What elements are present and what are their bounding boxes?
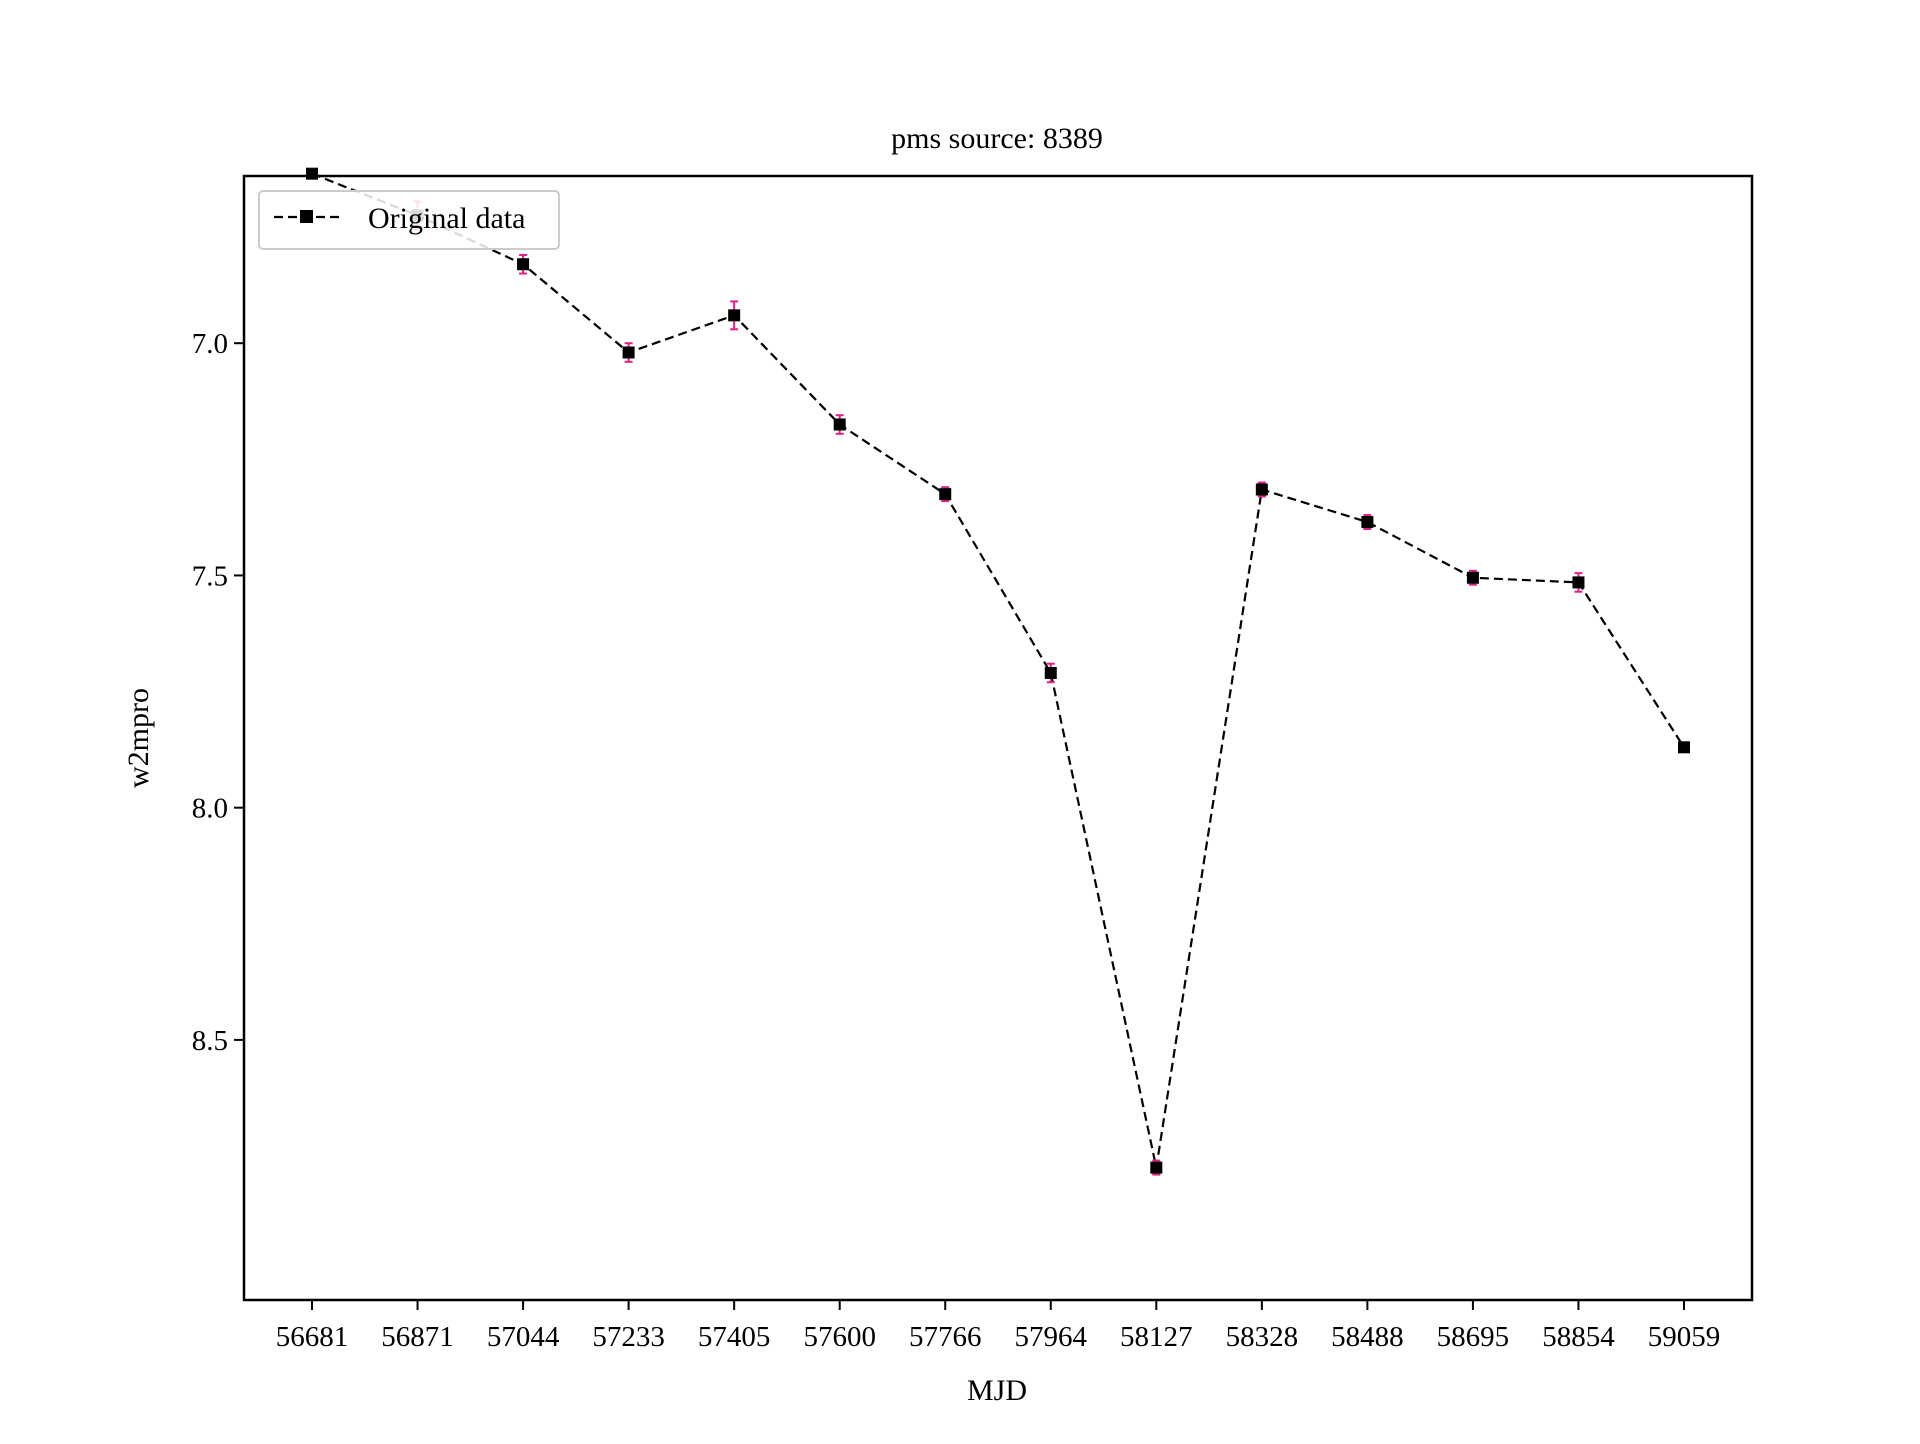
legend-box (258, 190, 560, 250)
data-point (728, 300, 741, 331)
series-layer (306, 167, 1690, 1176)
data-marker (939, 488, 952, 501)
x-tick-label: 56681 (276, 1321, 349, 1353)
y-axis-label: w2mpro (122, 688, 155, 788)
data-marker (306, 167, 318, 180)
data-marker (1150, 1161, 1163, 1174)
data-point (1678, 741, 1690, 754)
x-tick-label: 57233 (592, 1321, 665, 1353)
y-tick-label: 8.0 (192, 793, 228, 825)
chart-title: pms source: 8389 (891, 122, 1103, 155)
plot-area-frame (242, 174, 1754, 1302)
x-tick-label: 58328 (1226, 1321, 1299, 1353)
x-tick-label: 57600 (803, 1321, 876, 1353)
y-axis-ticks: 7.0 7.5 8.0 8.5 (192, 328, 244, 1057)
data-marker (1044, 666, 1057, 679)
x-tick-label: 57405 (698, 1321, 771, 1353)
y-tick-label: 8.5 (192, 1025, 228, 1057)
legend: Original data (258, 190, 560, 250)
data-marker (517, 258, 530, 271)
data-point (939, 486, 952, 503)
y-tick-label: 7.5 (192, 560, 228, 592)
x-tick-label: 57964 (1015, 1321, 1088, 1353)
data-marker (1466, 571, 1479, 584)
data-marker (1572, 576, 1585, 589)
data-point (1466, 569, 1479, 586)
data-point (517, 253, 530, 275)
data-marker (728, 309, 741, 322)
data-point (1572, 572, 1585, 593)
x-tick-label: 58854 (1542, 1321, 1615, 1353)
x-tick-label: 58488 (1331, 1321, 1404, 1353)
data-point (1150, 1159, 1163, 1176)
data-marker (1361, 516, 1374, 529)
data-point (1044, 662, 1057, 684)
data-marker (833, 418, 846, 431)
legend-marker-sample (300, 210, 313, 223)
data-marker (1255, 483, 1268, 496)
data-point (306, 167, 318, 180)
x-tick-label: 57766 (909, 1321, 982, 1353)
data-marker (1678, 741, 1690, 754)
data-point (833, 414, 846, 435)
x-tick-label: 58695 (1437, 1321, 1510, 1353)
x-tick-label: 57044 (487, 1321, 560, 1353)
data-point (622, 342, 635, 363)
x-tick-label: 59059 (1648, 1321, 1721, 1353)
x-axis-label: MJD (967, 1374, 1027, 1407)
legend-entry-label: Original data (368, 202, 525, 235)
data-point (1255, 481, 1268, 498)
x-tick-label: 56871 (381, 1321, 454, 1353)
data-marker (622, 346, 635, 359)
series-line (311, 172, 1685, 1168)
x-tick-label: 58127 (1120, 1321, 1193, 1353)
x-axis-ticks: 56681 56871 57044 57233 57405 57600 57766 57964… (276, 1300, 1721, 1353)
y-tick-label: 7.0 (192, 328, 228, 360)
data-point (1361, 514, 1374, 530)
